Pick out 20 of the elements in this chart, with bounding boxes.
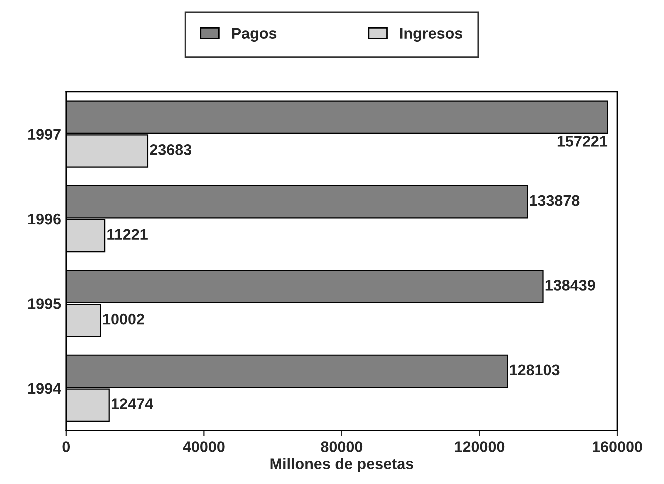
data-label: 138439 bbox=[546, 280, 596, 291]
x-tick-label: 160000 bbox=[592, 442, 642, 452]
x-tick-label: 40000 bbox=[183, 442, 225, 452]
legend-label: Ingresos bbox=[400, 28, 463, 42]
y-tick-label: 1997 bbox=[28, 129, 61, 140]
x-axis-title: Millones de pesetas bbox=[270, 458, 414, 472]
legend-label: Pagos bbox=[232, 28, 277, 42]
data-label: 157221 bbox=[558, 136, 608, 147]
data-label: 133878 bbox=[530, 195, 580, 206]
x-tick-label: 80000 bbox=[321, 442, 363, 452]
x-tick-label: 0 bbox=[62, 442, 70, 452]
data-label: 10002 bbox=[103, 314, 144, 325]
data-label: 128103 bbox=[510, 364, 560, 376]
x-tick-label: 120000 bbox=[455, 442, 505, 452]
data-label: 23683 bbox=[150, 144, 192, 156]
y-tick-label: 1994 bbox=[28, 383, 62, 394]
data-label: 12474 bbox=[112, 398, 154, 410]
y-tick-label: 1996 bbox=[28, 214, 61, 225]
y-tick-label: 1995 bbox=[28, 298, 62, 310]
data-label: 11221 bbox=[108, 229, 148, 240]
